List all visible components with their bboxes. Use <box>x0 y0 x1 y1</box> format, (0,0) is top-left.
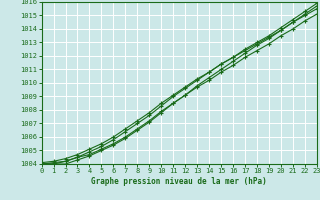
X-axis label: Graphe pression niveau de la mer (hPa): Graphe pression niveau de la mer (hPa) <box>91 177 267 186</box>
